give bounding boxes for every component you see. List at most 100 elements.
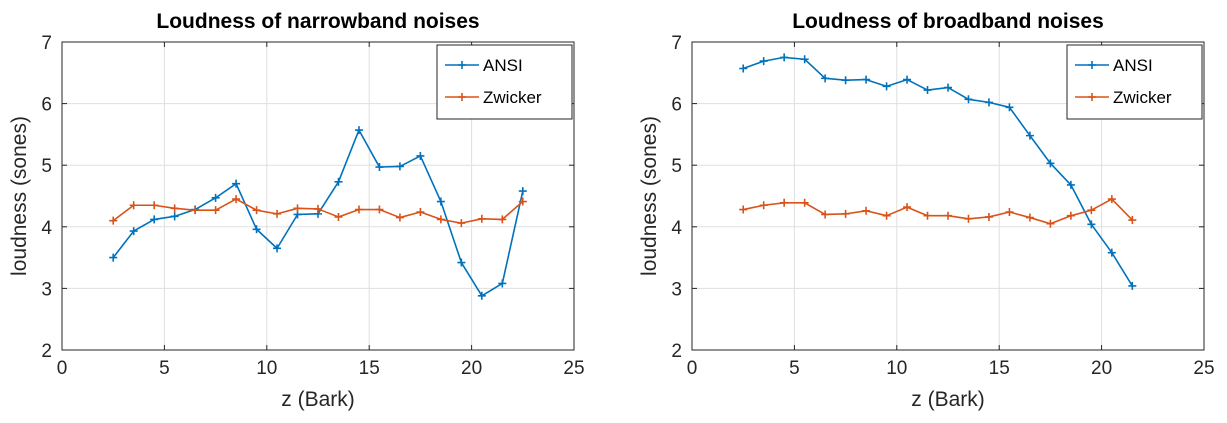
data-point-zwicker <box>314 204 322 213</box>
legend-marker-zwicker <box>458 93 466 101</box>
y-tick-label: 7 <box>41 33 52 54</box>
data-point-zwicker <box>334 212 343 221</box>
legend-marker-ansi <box>458 61 466 69</box>
data-point-ansi <box>800 55 809 64</box>
x-tick-label: 20 <box>461 358 482 379</box>
chart-1: 0 5 10 15 20 25 2 3 4 5 6 7 Loudness of narrowband n… <box>8 10 585 411</box>
data-point-zwicker <box>1005 208 1014 217</box>
y-tick-label: 6 <box>41 95 52 116</box>
x-tick-label: 20 <box>1091 358 1112 379</box>
data-point-zwicker <box>841 209 850 218</box>
x-tick-label: 25 <box>1193 358 1214 379</box>
x-axis-label: z (Bark) <box>281 388 355 411</box>
data-point-zwicker <box>800 198 809 207</box>
data-point-zwicker <box>436 215 445 224</box>
data-point-zwicker <box>170 204 179 213</box>
data-point-zwicker <box>984 212 993 221</box>
chart-2: 0 5 10 15 20 25 2 3 4 5 6 7 Loudness of broadband no… <box>638 10 1215 411</box>
data-point-zwicker <box>416 208 425 217</box>
data-point-zwicker <box>109 216 118 225</box>
data-point-zwicker <box>739 205 748 214</box>
y-axis-label: loudness (sones) <box>638 116 661 276</box>
series-line-zwicker <box>743 198 1133 225</box>
data-point-zwicker <box>780 198 789 207</box>
x-axis-label: z (Bark) <box>911 388 985 411</box>
data-point-zwicker <box>759 201 768 210</box>
x-tick-label: 5 <box>159 358 170 379</box>
data-point-ansi <box>395 162 404 171</box>
data-point-ansi <box>759 57 768 66</box>
data-point-zwicker <box>211 206 220 215</box>
data-point-zwicker <box>457 219 466 228</box>
y-tick-label: 2 <box>41 341 52 362</box>
data-point-zwicker <box>273 209 282 218</box>
data-point-ansi <box>841 76 850 85</box>
legend: ANSI Zwicker <box>1066 44 1203 120</box>
data-point-ansi <box>170 212 179 221</box>
y-tick-label: 3 <box>41 279 52 300</box>
y-tick-label: 3 <box>671 279 682 300</box>
data-point-ansi <box>1005 103 1014 112</box>
data-point-ansi <box>211 193 220 202</box>
x-tick-label: 15 <box>359 358 380 379</box>
data-point-ansi <box>780 53 789 62</box>
data-point-ansi <box>273 244 282 253</box>
data-point-zwicker <box>1107 195 1116 204</box>
data-point-ansi <box>1025 131 1034 140</box>
y-tick-label: 7 <box>671 33 682 54</box>
legend: ANSI Zwicker <box>436 44 573 120</box>
data-point-ansi <box>518 187 527 196</box>
data-point-zwicker <box>923 211 932 220</box>
data-point-ansi <box>477 291 486 300</box>
data-point-ansi <box>354 126 363 135</box>
legend-marker-ansi <box>1088 61 1096 69</box>
data-point-zwicker <box>1087 206 1096 215</box>
data-point-ansi <box>416 151 425 160</box>
data-point-ansi <box>129 227 138 236</box>
data-point-zwicker <box>944 211 952 220</box>
data-point-ansi <box>964 95 973 104</box>
data-point-ansi <box>150 215 159 224</box>
chart-title: Loudness of broadband noises <box>792 10 1104 33</box>
data-point-zwicker <box>1066 211 1075 220</box>
legend-label-ansi: ANSI <box>1113 56 1153 75</box>
data-point-zwicker <box>903 203 912 212</box>
data-point-ansi <box>1046 159 1055 168</box>
x-tick-label: 0 <box>57 358 68 379</box>
data-point-ansi <box>1087 220 1096 229</box>
data-point-zwicker <box>518 197 527 206</box>
data-point-zwicker <box>821 210 830 219</box>
x-tick-label: 5 <box>789 358 800 379</box>
data-point-zwicker <box>232 195 241 204</box>
data-point-zwicker <box>1025 213 1034 222</box>
data-point-ansi <box>882 82 891 91</box>
y-tick-label: 4 <box>671 218 682 239</box>
x-tick-label: 15 <box>989 358 1010 379</box>
x-tick-label: 10 <box>886 358 907 379</box>
y-tick-label: 6 <box>671 95 682 116</box>
y-tick-label: 5 <box>671 156 682 177</box>
data-point-ansi <box>923 86 932 95</box>
legend-label-zwicker: Zwicker <box>1113 88 1172 107</box>
data-point-ansi <box>984 98 993 107</box>
x-tick-label: 0 <box>687 358 698 379</box>
data-point-zwicker <box>354 205 363 214</box>
data-point-zwicker <box>191 206 200 215</box>
chart-title: Loudness of narrowband noises <box>156 10 479 33</box>
legend-box <box>1066 44 1203 120</box>
data-point-ansi <box>821 74 830 83</box>
data-point-ansi <box>375 163 384 172</box>
data-point-ansi <box>1066 180 1075 189</box>
legend-marker-zwicker <box>1088 93 1096 101</box>
legend-label-ansi: ANSI <box>483 56 523 75</box>
data-point-ansi <box>862 75 871 84</box>
axes-frame <box>61 41 575 351</box>
y-axis-label: loudness (sones) <box>8 116 31 276</box>
data-point-ansi <box>109 253 118 262</box>
data-point-zwicker <box>1128 216 1137 225</box>
data-point-zwicker <box>882 211 891 220</box>
data-point-zwicker <box>1046 219 1055 228</box>
data-point-zwicker <box>252 206 261 215</box>
y-tick-label: 2 <box>671 341 682 362</box>
